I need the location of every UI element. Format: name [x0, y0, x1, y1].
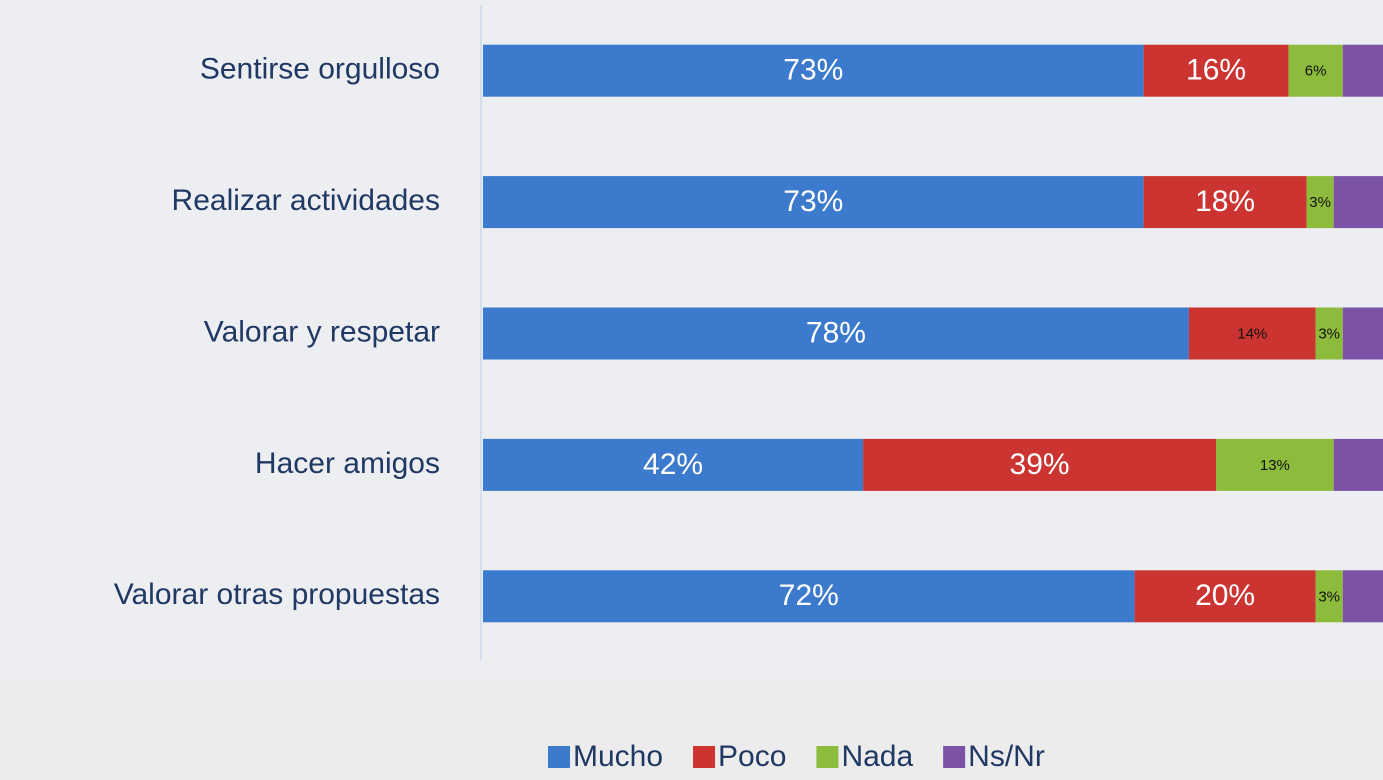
- value-label: 73%: [783, 185, 843, 218]
- value-label: 3%: [1318, 588, 1340, 605]
- legend-swatch: [548, 746, 570, 768]
- bar-segment: [863, 438, 1217, 491]
- value-label: 14%: [1237, 325, 1267, 342]
- value-label: 6%: [1305, 63, 1327, 80]
- value-label: 39%: [1010, 448, 1070, 481]
- legend-swatch: [816, 746, 839, 768]
- value-label: 42%: [643, 448, 703, 481]
- value-label: 3%: [1318, 325, 1340, 342]
- value-label: 3%: [1309, 194, 1331, 211]
- legend-label: Nada: [841, 740, 913, 773]
- category-label: Valorar otras propuestas: [114, 578, 440, 611]
- bar-segment: [1342, 570, 1383, 623]
- bar-segment: [483, 438, 864, 491]
- value-label: 73%: [783, 54, 843, 87]
- bar-segment: [483, 307, 1189, 360]
- bar-segment: [1134, 570, 1316, 623]
- value-label: 78%: [806, 316, 866, 349]
- bar-segment: [1333, 438, 1383, 491]
- bar-segment: [1333, 176, 1383, 229]
- category-label: Hacer amigos: [255, 447, 440, 480]
- category-label: Valorar y respetar: [204, 315, 440, 348]
- bar-segment: [1315, 570, 1343, 623]
- value-label: 72%: [779, 579, 839, 612]
- bar-segment: [483, 176, 1144, 229]
- bar-segment: [483, 570, 1135, 623]
- value-label: 16%: [1186, 54, 1246, 87]
- bar-segment: [1342, 44, 1383, 97]
- value-label: 20%: [1195, 579, 1255, 612]
- legend-swatch: [943, 746, 966, 768]
- category-label: Sentirse orgulloso: [200, 53, 440, 86]
- category-label: Realizar actividades: [172, 184, 440, 217]
- legend-swatch: [693, 746, 716, 768]
- legend-label: Ns/Nr: [968, 740, 1045, 773]
- bar-segment: [1143, 44, 1289, 97]
- bar-segment: [1188, 307, 1316, 360]
- bar-segment: [1216, 438, 1334, 491]
- value-label: 18%: [1195, 185, 1255, 218]
- bar-segment: [1143, 176, 1307, 229]
- bar-segment: [483, 44, 1144, 97]
- bar-segment: [1342, 307, 1383, 360]
- legend-label: Poco: [718, 740, 786, 773]
- bar-segment: [1315, 307, 1343, 360]
- legend-background: [0, 680, 1383, 780]
- value-label: 13%: [1260, 457, 1290, 474]
- bar-segment: [1288, 44, 1343, 97]
- bar-segment: [1306, 176, 1334, 229]
- legend-label: Mucho: [573, 740, 663, 773]
